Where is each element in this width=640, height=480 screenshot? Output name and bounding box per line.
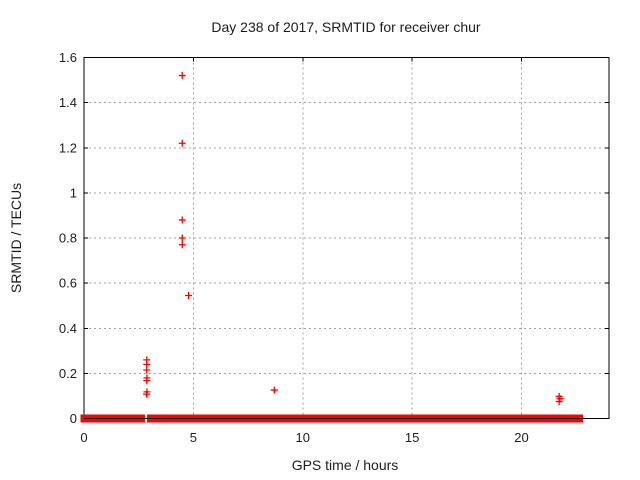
data-points-layer	[143, 72, 564, 406]
x-tick-label: 5	[190, 430, 197, 445]
data-point-marker	[178, 234, 186, 242]
y-tick-label: 1.6	[59, 50, 77, 65]
data-point-marker	[178, 72, 186, 80]
tick-label-layer: 0 5 10 15 20 0 0.2 0.4 0.6 0.8 1 1.2 1.4 1.6	[59, 50, 529, 445]
chart-title: Day 238 of 2017, SRMTID for receiver chu…	[211, 19, 481, 35]
x-tick-label: 0	[80, 430, 87, 445]
data-point-marker	[178, 241, 186, 249]
data-point-marker	[270, 386, 278, 394]
y-tick-label: 0.4	[59, 321, 77, 336]
x-tick-label: 10	[296, 430, 310, 445]
y-tick-label: 1.4	[59, 95, 77, 110]
y-tick-label: 1	[70, 185, 77, 200]
y-axis-label: SRMTID / TECUs	[8, 183, 24, 293]
grid-layer	[84, 57, 609, 419]
x-tick-label: 15	[405, 430, 419, 445]
y-tick-label: 0.8	[59, 231, 77, 246]
x-axis-label: GPS time / hours	[292, 457, 399, 473]
data-point-marker	[143, 388, 151, 396]
x-tick-label: 20	[514, 430, 528, 445]
y-tick-label: 0.6	[59, 276, 77, 291]
y-tick-label: 0	[70, 411, 77, 426]
data-point-marker	[178, 139, 186, 147]
data-point-marker	[555, 392, 563, 400]
data-point-marker	[143, 374, 151, 382]
data-point-marker	[178, 216, 186, 224]
y-tick-label: 0.2	[59, 366, 77, 381]
data-point-marker	[185, 292, 193, 300]
baseline-band-layer	[80, 414, 609, 423]
data-point-marker	[143, 356, 151, 364]
y-tick-label: 1.2	[59, 140, 77, 155]
